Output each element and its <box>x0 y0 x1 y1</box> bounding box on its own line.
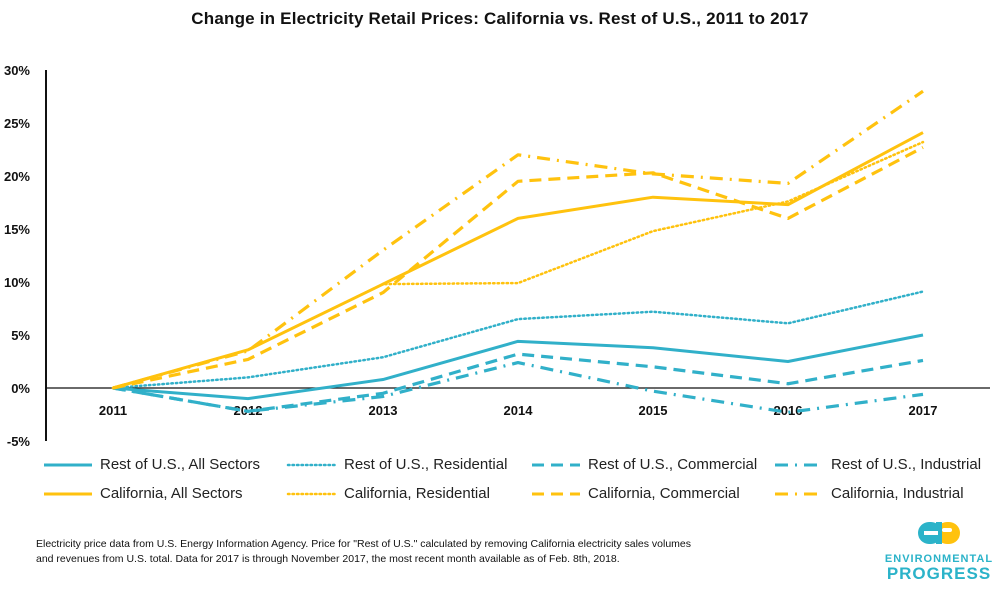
chart-title: Change in Electricity Retail Prices: Cal… <box>191 9 809 28</box>
legend-item: Rest of U.S., Industrial <box>773 456 981 473</box>
legend-swatch-icon <box>532 492 580 495</box>
series-line-california-residential <box>111 140 925 390</box>
legend-item: Rest of U.S., All Sectors <box>42 456 260 473</box>
legend-item: California, All Sectors <box>42 485 243 502</box>
y-tick-label: 30% <box>4 63 30 78</box>
y-tick-label: 15% <box>4 222 30 237</box>
logo-text-line-2: PROGRESS <box>886 564 992 583</box>
legend-item: California, Industrial <box>773 485 964 502</box>
legend-item: Rest of U.S., Residential <box>286 456 507 473</box>
x-tick-label: 2016 <box>774 403 803 418</box>
legend-item: California, Commercial <box>530 485 740 502</box>
footnote-line-2: and revenues from U.S. total. Data for 2… <box>36 553 620 565</box>
legend-label: California, Residential <box>344 485 490 502</box>
legend-swatch-icon <box>44 463 92 466</box>
environmental-progress-logo: ENVIRONMENTAL PROGRESS <box>884 520 994 582</box>
x-tick-label: 2011 <box>99 403 127 418</box>
logo-text-line-1: ENVIRONMENTAL <box>884 553 994 565</box>
series-line-california-all-sectors <box>112 131 924 390</box>
legend-swatch-icon <box>286 463 338 466</box>
legend-label: Rest of U.S., Commercial <box>588 456 758 473</box>
y-tick-label: 20% <box>4 169 30 184</box>
y-tick-label: 10% <box>4 275 30 290</box>
legend-label: Rest of U.S., Residential <box>344 456 508 473</box>
legend-label: Rest of U.S., All Sectors <box>100 456 261 473</box>
series-line-california-commercial <box>112 145 924 390</box>
legend-label: California, Industrial <box>831 485 964 502</box>
legend-label: California, All Sectors <box>100 485 243 502</box>
y-tick-label: 25% <box>4 116 30 131</box>
y-tick-label: -5% <box>7 434 31 449</box>
y-tick-label: 0% <box>11 381 30 396</box>
footnote-line-1: Electricity price data from U.S. Energy … <box>36 538 692 550</box>
legend-item: California, Residential <box>286 485 490 502</box>
legend-item: Rest of U.S., Commercial <box>530 456 757 473</box>
footnote: Electricity price data from U.S. Energy … <box>36 537 836 567</box>
legend-swatch-icon <box>44 492 92 495</box>
x-tick-label: 2017 <box>909 403 938 418</box>
y-tick-label: 5% <box>11 328 30 343</box>
series-line-rest-of-u-s-all-sectors <box>112 333 924 401</box>
series-line-rest-of-u-s-residential <box>111 290 925 390</box>
legend-swatch-icon <box>532 463 580 466</box>
legend-swatch-icon <box>286 492 338 495</box>
x-tick-label: 2013 <box>369 403 398 418</box>
legend-swatch-icon <box>775 463 823 466</box>
legend-label: Rest of U.S., Industrial <box>831 456 982 473</box>
legend-swatch-icon <box>775 492 823 495</box>
x-tick-label: 2015 <box>639 403 668 418</box>
line-chart: 30%25%20%15%10%5%0%-5%2011 2012 2013 2014 20… <box>4 63 990 449</box>
series-line-california-industrial <box>112 89 924 390</box>
series-line-rest-of-u-s-industrial <box>112 360 924 414</box>
legend-label: California, Commercial <box>588 485 740 502</box>
x-tick-label: 2014 <box>504 403 534 418</box>
ep-logo-icon <box>918 522 960 544</box>
